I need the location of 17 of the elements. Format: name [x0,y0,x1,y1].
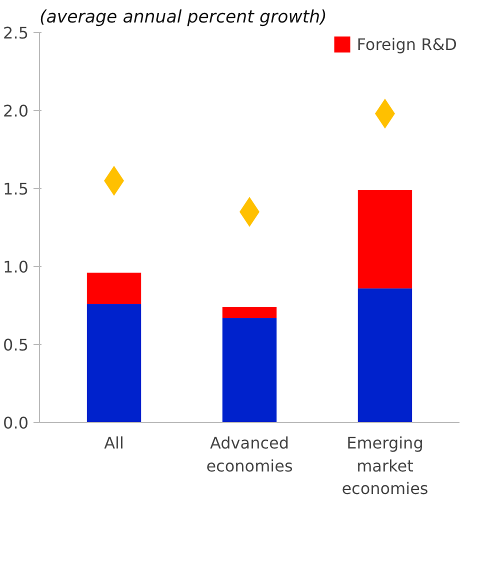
y-tick-label: 0.0 [3,414,29,432]
y-tick-label: 1.0 [3,258,29,276]
y-tick-label: 1.5 [3,180,29,198]
bar [86,304,142,422]
y-tick-label: 2.5 [3,24,29,42]
bar [222,318,277,422]
x-tick-label: Emerging market economies [342,434,428,498]
bar [358,190,412,288]
legend-label: Foreign R&D [356,34,457,54]
x-tick-label: Advanced economies [206,434,293,476]
bar [222,307,277,318]
y-tick-label: 2.0 [3,102,29,120]
chart-subtitle: (average annual percent growth) [40,8,327,28]
x-tick-label: All [104,434,124,452]
y-tick-label: 0.5 [3,336,29,354]
bar [358,288,412,422]
bar [86,272,142,304]
